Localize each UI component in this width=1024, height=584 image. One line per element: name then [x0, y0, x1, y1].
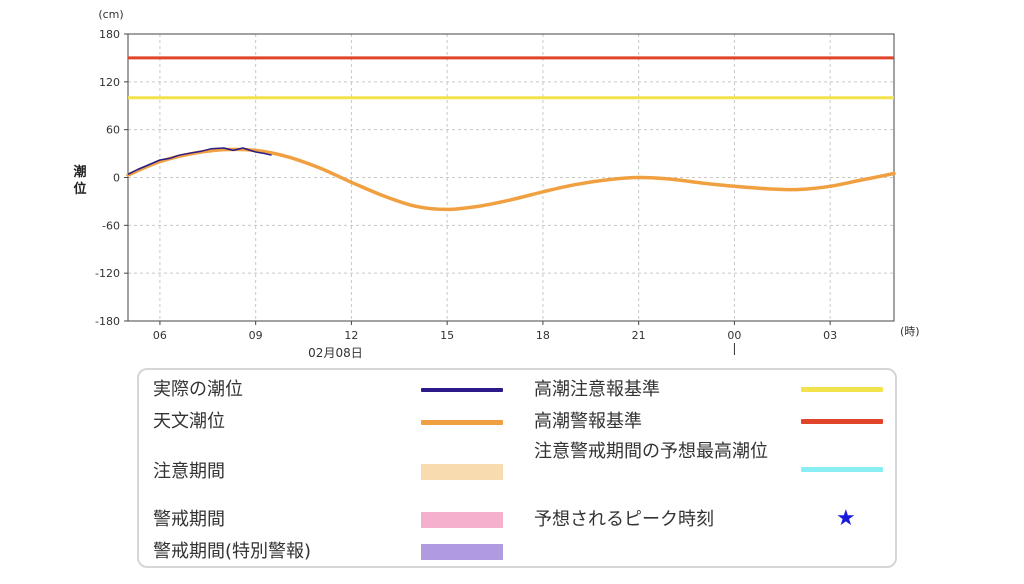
series-line-actual-tide: [127, 147, 272, 175]
legend-swatch-actual-tide: [421, 388, 503, 392]
axis-labels: 180 120 60 0 -60 -120 -180 06 09 12 15 18 21 00 03 02月0…: [73, 8, 919, 360]
threshold-lines: [128, 56, 894, 100]
star-icon: ★: [836, 506, 856, 531]
legend-label-warning-level: 高潮警報基準: [534, 411, 642, 432]
legend-label-caution-period: 注意期間: [153, 461, 225, 482]
legend-label-advisory-level: 高潮注意報基準: [534, 379, 660, 400]
legend-swatch-forecast-max-tide: [801, 467, 883, 472]
legend-swatch-caution-period: [421, 464, 503, 480]
x-tick-label: 09: [249, 329, 263, 342]
legend-label-special-warning-period: 警戒期間(特別警報): [153, 541, 312, 562]
series-lines: [126, 147, 896, 212]
x-tick-label: 03: [823, 329, 837, 342]
tide-chart: 180 120 60 0 -60 -120 -180 06 09 12 15 18 21 00 03 02月0…: [73, 8, 919, 360]
legend-swatch-warning-period: [421, 512, 503, 528]
legend-label-peak-time: 予想されるピーク時刻: [534, 509, 714, 530]
x-tick-label: 06: [153, 329, 167, 342]
legend-label-warning-period: 警戒期間: [153, 509, 225, 530]
y-tick-label: 0: [113, 172, 120, 185]
legend-label-astronomical-tide: 天文潮位: [153, 411, 225, 432]
plot-frame: [127, 33, 895, 322]
x-unit-label: (時): [900, 325, 920, 338]
legend: 実際の潮位 天文潮位 注意期間 警戒期間 警戒期間(特別警報) 高潮注意報基準 …: [137, 368, 897, 568]
y-tick-label: -180: [95, 315, 120, 328]
series-line-astronomical-tide: [126, 147, 896, 212]
x-tick-label: 18: [536, 329, 550, 342]
y-tick-label: -60: [102, 219, 120, 232]
x-tick-label: 21: [632, 329, 646, 342]
chart-grid: [128, 33, 894, 322]
x-tick-label: 00: [727, 329, 741, 342]
y-tick-label: 120: [99, 76, 120, 89]
x-tick-label: 12: [344, 329, 358, 342]
y-axis-label: 位: [73, 181, 86, 197]
y-tick-label: 180: [99, 28, 120, 41]
date-label: 02月08日: [308, 346, 363, 360]
y-axis-label: 潮: [73, 164, 86, 180]
legend-swatch-advisory-level: [801, 387, 883, 392]
chart-axes: [124, 33, 895, 355]
legend-swatch-astronomical-tide: [421, 420, 503, 425]
legend-label-actual-tide: 実際の潮位: [153, 379, 243, 400]
y-unit-label: (cm): [98, 8, 123, 21]
y-tick-label: -120: [95, 267, 120, 280]
y-tick-label: 60: [106, 124, 120, 137]
x-tick-label: 15: [440, 329, 454, 342]
legend-label-forecast-max-tide: 注意警戒期間の予想最高潮位: [534, 441, 768, 462]
legend-swatch-special-warning-period: [421, 544, 503, 560]
legend-swatch-warning-level: [801, 419, 883, 424]
